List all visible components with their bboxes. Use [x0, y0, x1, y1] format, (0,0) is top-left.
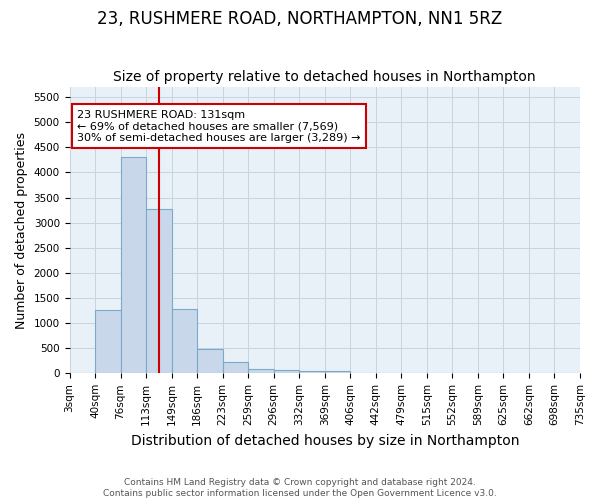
Title: Size of property relative to detached houses in Northampton: Size of property relative to detached ho… — [113, 70, 536, 85]
Bar — [299, 371, 325, 374]
Bar — [223, 362, 248, 374]
Text: 23 RUSHMERE ROAD: 131sqm
← 69% of detached houses are smaller (7,569)
30% of sem: 23 RUSHMERE ROAD: 131sqm ← 69% of detach… — [77, 110, 361, 143]
Bar — [95, 310, 121, 374]
Text: 23, RUSHMERE ROAD, NORTHAMPTON, NN1 5RZ: 23, RUSHMERE ROAD, NORTHAMPTON, NN1 5RZ — [97, 10, 503, 28]
Y-axis label: Number of detached properties: Number of detached properties — [15, 132, 28, 328]
X-axis label: Distribution of detached houses by size in Northampton: Distribution of detached houses by size … — [131, 434, 519, 448]
Bar — [172, 308, 197, 374]
Bar — [274, 370, 299, 374]
Bar — [197, 348, 223, 374]
Bar — [146, 208, 172, 374]
Text: Contains HM Land Registry data © Crown copyright and database right 2024.
Contai: Contains HM Land Registry data © Crown c… — [103, 478, 497, 498]
Bar — [325, 370, 350, 374]
Bar — [121, 158, 146, 374]
Bar — [248, 369, 274, 374]
